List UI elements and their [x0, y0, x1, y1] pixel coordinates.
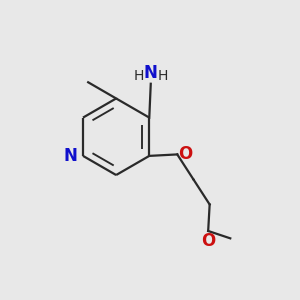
Text: H: H: [133, 68, 144, 83]
Text: O: O: [178, 146, 192, 164]
Text: H: H: [158, 68, 168, 83]
Text: N: N: [64, 147, 78, 165]
Text: N: N: [144, 64, 158, 82]
Text: O: O: [201, 232, 215, 250]
